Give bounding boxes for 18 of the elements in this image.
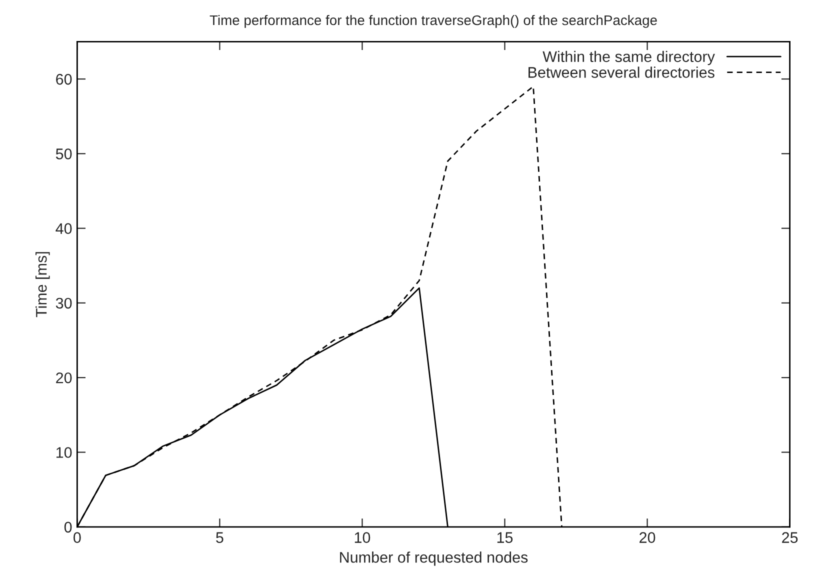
y-tick-label: 30 xyxy=(56,298,72,309)
y-tick-label: 20 xyxy=(56,372,72,384)
y-tick-label: 0 xyxy=(64,522,72,533)
y-tick-label: 60 xyxy=(56,74,72,85)
x-axis-title: Number of requested nodes xyxy=(340,552,528,566)
x-tick-label: 0 xyxy=(74,532,81,543)
y-tick-label: 50 xyxy=(56,148,72,160)
chart-title: Time performance for the function traverseGraph() of the searchPackage xyxy=(210,14,657,28)
y-axis-title: Time [ms] xyxy=(36,252,50,318)
y-tick-label: 40 xyxy=(56,223,72,234)
x-tick-label: 10 xyxy=(354,532,370,543)
legend-label: Within the same directory xyxy=(542,50,715,66)
x-tick-label: 15 xyxy=(497,532,513,543)
x-tick-label: 20 xyxy=(640,532,656,543)
x-tick-label: 25 xyxy=(782,532,798,543)
x-tick-label: 5 xyxy=(216,532,224,543)
legend-label: Between several directories xyxy=(528,66,714,78)
y-tick-label: 10 xyxy=(56,447,72,458)
